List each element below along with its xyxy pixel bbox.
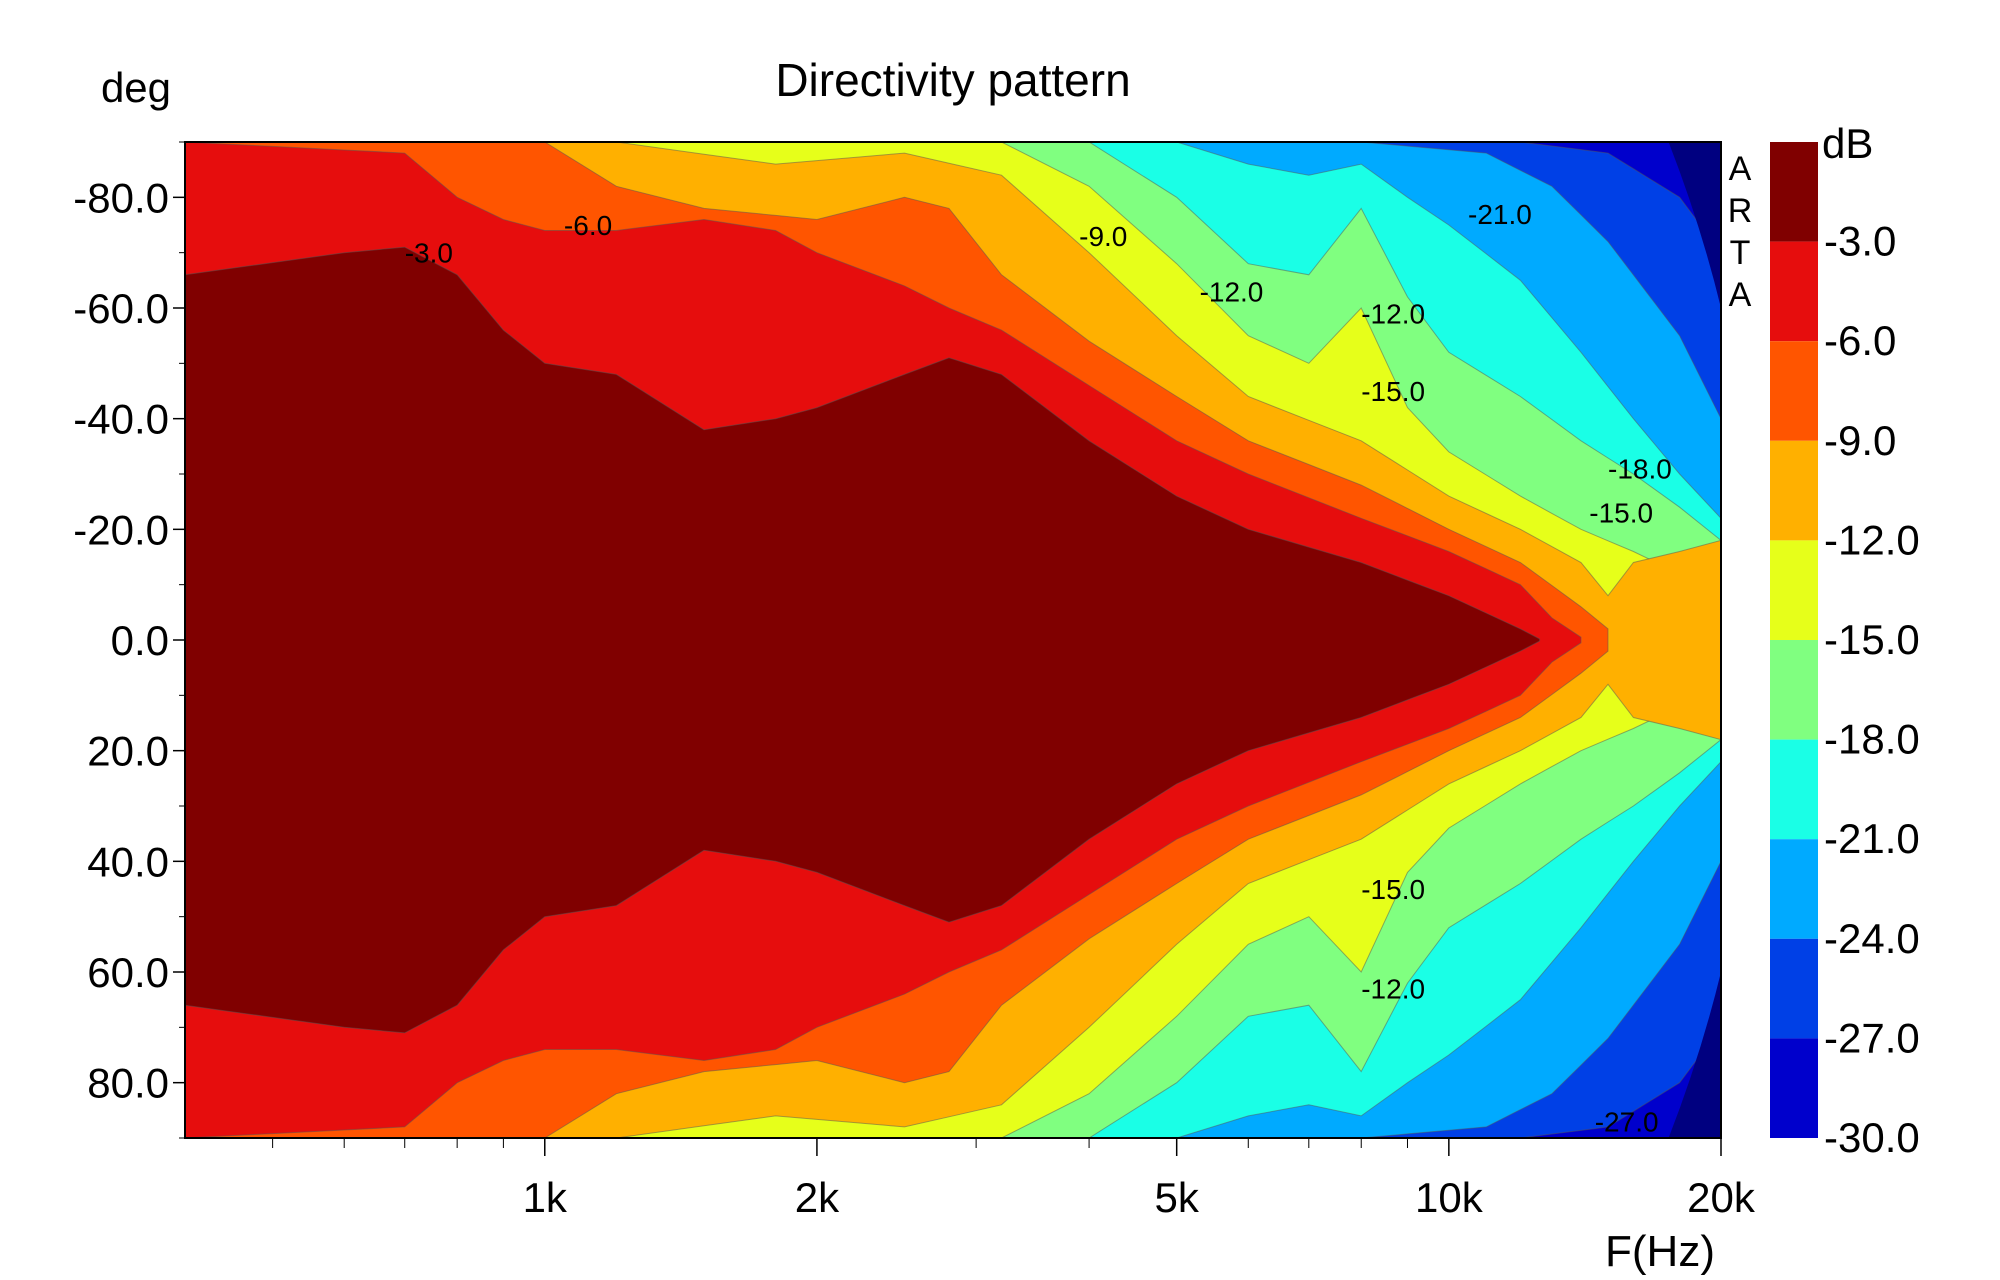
colorbar-swatch [1770,1038,1818,1138]
y-tick-label: 0.0 [111,617,169,664]
contour-band [185,246,1541,1034]
contour-label: -15.0 [1361,376,1425,407]
y-tick-label: 60.0 [87,949,169,996]
y-axis-label: deg [101,64,171,111]
x-tick-label: 5k [1155,1174,1200,1221]
contour-label: -18.0 [1608,453,1672,484]
contour-label: -12.0 [1200,276,1264,307]
contour-label: -12.0 [1361,974,1425,1005]
contour-label: -3.0 [405,238,453,269]
contour-label: -27.0 [1595,1106,1659,1137]
colorbar-swatch [1770,540,1818,640]
axes: 1k 2k 5k 10k 20k -80.0 -60.0 -40.0 -20.0 0.0 20.0 4… [73,141,1756,1221]
y-tick-label: 20.0 [87,728,169,775]
contour-label: -15.0 [1589,498,1653,529]
x-tick-label: 2k [795,1174,840,1221]
y-tick-label: -40.0 [73,396,169,443]
contour-label: -9.0 [1079,221,1127,252]
colorbar-tick-label: -21.0 [1824,815,1920,862]
colorbar-tick-label: -18.0 [1824,716,1920,763]
colorbar-tick-label: -9.0 [1824,417,1896,464]
contour-band [1668,142,1721,308]
watermark-letter: A [1729,276,1752,314]
colorbar: dB -3.0 -6.0 -9.0 -12.0 -15.0 -18.0 -21.0 -24.0… [1770,120,1920,1161]
contour-labels: -3.0 -6.0 -9.0 -12.0 -12.0 -15.0 -21.0 -18.0 -15… [405,199,1672,1137]
colorbar-swatch [1770,839,1818,939]
colorbar-tick-label: -30.0 [1824,1114,1920,1161]
colorbar-tick-label: -27.0 [1824,1014,1920,1061]
x-axis-label: F(Hz) [1605,1227,1715,1276]
colorbar-swatch [1770,341,1818,441]
colorbar-unit-label: dB [1822,120,1873,167]
colorbar-swatch [1770,938,1818,1039]
arta-watermark: A R T A [1728,150,1753,314]
x-tick-label: 1k [523,1174,568,1221]
watermark-letter: T [1730,234,1751,272]
x-tick-label: 10k [1415,1174,1484,1221]
watermark-letter: A [1729,150,1752,188]
y-tick-label: -60.0 [73,285,169,332]
colorbar-swatch [1770,142,1818,242]
colorbar-swatch [1770,739,1818,840]
contour-label: -15.0 [1361,874,1425,905]
contour-label: -12.0 [1361,299,1425,330]
colorbar-swatch [1770,640,1818,740]
x-tick-label: 20k [1687,1174,1756,1221]
y-tick-label: -20.0 [73,506,169,553]
chart-title: Directivity pattern [775,54,1130,106]
watermark-letter: R [1728,192,1753,230]
y-tick-label: -80.0 [73,174,169,221]
contour-label: -6.0 [564,210,612,241]
contour-band [1668,972,1721,1138]
y-tick-label: 40.0 [87,838,169,885]
colorbar-tick-label: -24.0 [1824,915,1920,962]
colorbar-tick-label: -3.0 [1824,218,1896,265]
contour-label: -21.0 [1468,199,1532,230]
colorbar-swatch [1770,440,1818,541]
contour-plot-area [185,142,1721,1138]
y-tick-label: 80.0 [87,1060,169,1107]
colorbar-tick-label: -6.0 [1824,317,1896,364]
colorbar-swatch [1770,241,1818,342]
colorbar-tick-label: -12.0 [1824,516,1920,563]
colorbar-tick-label: -15.0 [1824,616,1920,663]
